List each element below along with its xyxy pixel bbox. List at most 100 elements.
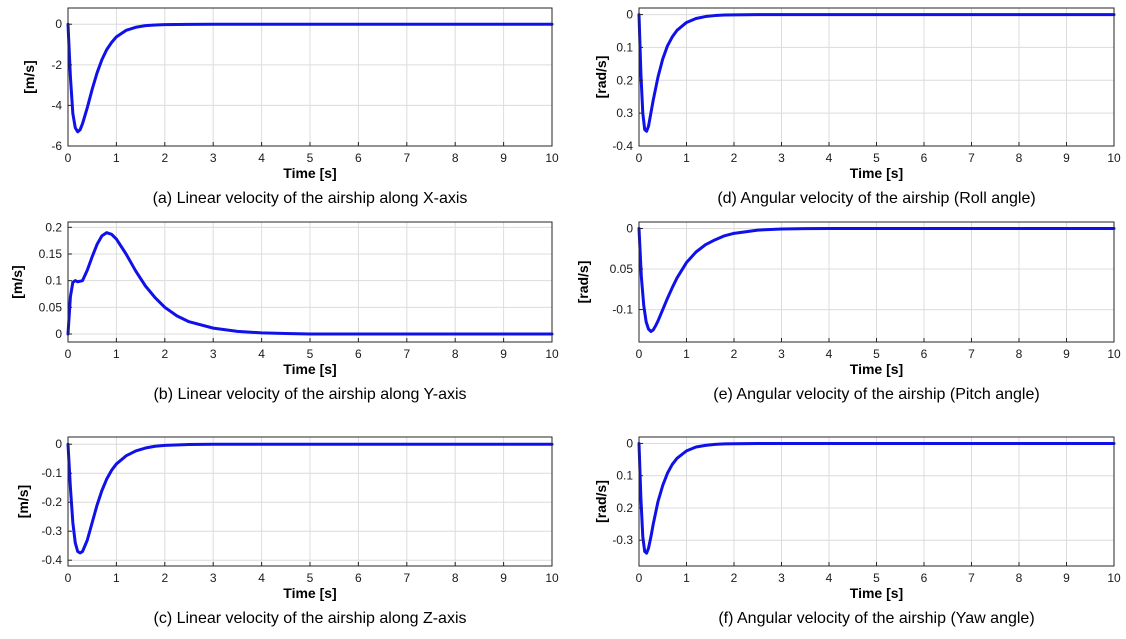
x-tick-label: 0 bbox=[636, 347, 643, 361]
y-tick-label: -4 bbox=[51, 98, 62, 112]
x-axis-title: Time [s] bbox=[850, 165, 903, 181]
x-tick-label: 4 bbox=[258, 571, 265, 585]
x-tick-labels: 0 1 2 3 4 5 6 7 8 9 10 bbox=[65, 142, 559, 165]
x-tick-label: 8 bbox=[452, 347, 459, 361]
x-tick-label: 5 bbox=[873, 151, 880, 165]
x-tick-label: 0 bbox=[65, 571, 72, 585]
x-tick-label: 1 bbox=[113, 151, 120, 165]
x-tick-label: 4 bbox=[826, 151, 833, 165]
panel-caption: (a) Linear velocity of the airship along… bbox=[153, 190, 468, 207]
x-tick-label: 4 bbox=[258, 151, 265, 165]
panel-caption: (f) Angular velocity of the airship (Yaw… bbox=[718, 610, 1034, 627]
x-tick-labels: 0 1 2 3 4 5 6 7 8 9 10 bbox=[636, 338, 1121, 361]
x-tick-label: 2 bbox=[731, 347, 738, 361]
x-axis-title: Time [s] bbox=[850, 585, 903, 601]
y-tick-label: -0.3 bbox=[41, 524, 62, 538]
x-tick-label: 5 bbox=[873, 571, 880, 585]
x-tick-label: 6 bbox=[355, 151, 362, 165]
series-line bbox=[637, 441, 1116, 555]
x-tick-label: 3 bbox=[210, 571, 217, 585]
y-axis-title: [m/s] bbox=[15, 485, 31, 518]
x-tick-label: 5 bbox=[307, 571, 314, 585]
x-tick-label: 7 bbox=[403, 151, 410, 165]
y-tick-label: -0.1 bbox=[41, 466, 62, 480]
y-tick-label: 0.2 bbox=[45, 220, 62, 234]
y-tick-label: 0 bbox=[55, 327, 62, 341]
series-line bbox=[637, 226, 1116, 333]
series-line bbox=[66, 22, 554, 134]
x-tick-label: 2 bbox=[161, 571, 168, 585]
y-tick-label: 0.1 bbox=[45, 274, 62, 288]
y-tick-label: -6 bbox=[51, 139, 62, 153]
x-tick-label: 10 bbox=[1107, 347, 1121, 361]
x-tick-label: 6 bbox=[355, 571, 362, 585]
series-line bbox=[66, 442, 554, 555]
x-tick-label: 7 bbox=[403, 347, 410, 361]
x-tick-label: 6 bbox=[921, 571, 928, 585]
x-axis-title: Time [s] bbox=[283, 585, 336, 601]
x-tick-label: 1 bbox=[113, 347, 120, 361]
x-tick-labels: 0 1 2 3 4 5 6 7 8 9 10 bbox=[65, 562, 559, 585]
x-tick-label: 5 bbox=[873, 347, 880, 361]
panel-a: 0 1 2 3 4 5 6 7 8 9 10 0 -2 -4 -6 Time [s] [m/s] (a) … bbox=[21, 7, 559, 207]
x-tick-label: 7 bbox=[968, 151, 975, 165]
y-tick-labels: 0 -0.1 -0.2 -0.3 -0.4 bbox=[41, 437, 72, 567]
x-tick-label: 0 bbox=[65, 347, 72, 361]
x-tick-label: 10 bbox=[545, 571, 559, 585]
x-tick-label: 9 bbox=[500, 347, 507, 361]
x-tick-label: 10 bbox=[545, 151, 559, 165]
panel-caption: (c) Linear velocity of the airship along… bbox=[153, 610, 466, 627]
y-tick-label: 0 bbox=[626, 436, 633, 450]
y-tick-label: 0.2 bbox=[616, 73, 633, 87]
y-tick-label: -0.4 bbox=[612, 139, 633, 153]
x-tick-label: 8 bbox=[1016, 571, 1023, 585]
x-tick-label: 9 bbox=[500, 151, 507, 165]
y-tick-label: -0.4 bbox=[41, 553, 62, 567]
x-tick-label: 0 bbox=[636, 151, 643, 165]
x-tick-label: 9 bbox=[500, 571, 507, 585]
x-tick-label: 8 bbox=[452, 151, 459, 165]
panel-e: 0 1 2 3 4 5 6 7 8 9 10 00.05-0.1 Time [s] [rad/s] … bbox=[575, 221, 1121, 403]
x-axis-title: Time [s] bbox=[283, 361, 336, 377]
y-tick-label: -0.2 bbox=[41, 495, 62, 509]
y-tick-label: 0.1 bbox=[616, 469, 633, 483]
y-tick-label: 0.05 bbox=[39, 300, 63, 314]
x-tick-label: 2 bbox=[161, 347, 168, 361]
series-line bbox=[637, 13, 1116, 133]
y-tick-label: 0 bbox=[55, 17, 62, 31]
y-axis-title: [m/s] bbox=[9, 265, 25, 298]
panel-d: 0 1 2 3 4 5 6 7 8 9 10 0 0.1 0.2 0.3 -0.4 Time [s] [ra… bbox=[593, 7, 1121, 207]
y-tick-label: 0.3 bbox=[616, 106, 633, 120]
x-tick-label: 8 bbox=[1016, 151, 1023, 165]
x-tick-label: 1 bbox=[683, 151, 690, 165]
y-tick-label: 0.05 bbox=[610, 262, 634, 276]
x-tick-label: 2 bbox=[731, 571, 738, 585]
x-tick-label: 4 bbox=[258, 347, 265, 361]
x-tick-label: 6 bbox=[921, 151, 928, 165]
x-axis-title: Time [s] bbox=[283, 165, 336, 181]
x-tick-labels: 0 1 2 3 4 5 6 7 8 9 10 bbox=[636, 142, 1121, 165]
x-tick-labels: 0 1 2 3 4 5 6 7 8 9 10 bbox=[636, 562, 1121, 585]
x-tick-label: 9 bbox=[1063, 571, 1070, 585]
y-tick-label: -2 bbox=[51, 58, 62, 72]
x-tick-label: 3 bbox=[778, 151, 785, 165]
panel-c: 0 1 2 3 4 5 6 7 8 9 10 0-0.1-0.2-0.3-0.4 Time [s] … bbox=[15, 436, 559, 627]
x-tick-label: 1 bbox=[113, 571, 120, 585]
x-axis-title: Time [s] bbox=[850, 361, 903, 377]
y-tick-labels: 0 -2 -4 -6 bbox=[51, 17, 72, 153]
x-tick-label: 8 bbox=[452, 571, 459, 585]
panel-b: 0 1 2 3 4 5 6 7 8 9 10 0 0.05 0.1 0.15 0.2 Time [s] [m… bbox=[9, 220, 559, 403]
x-tick-label: 1 bbox=[683, 571, 690, 585]
panel-caption: (d) Angular velocity of the airship (Rol… bbox=[717, 190, 1035, 207]
y-tick-label: 0.15 bbox=[39, 247, 63, 261]
y-tick-label: 0.1 bbox=[616, 40, 633, 54]
x-tick-label: 8 bbox=[1016, 347, 1023, 361]
x-tick-label: 4 bbox=[826, 571, 833, 585]
x-tick-label: 5 bbox=[307, 347, 314, 361]
y-tick-label: 0.2 bbox=[616, 501, 633, 515]
y-tick-label: 0 bbox=[626, 8, 633, 22]
x-tick-label: 3 bbox=[778, 347, 785, 361]
x-tick-labels: 0 1 2 3 4 5 6 7 8 9 10 bbox=[65, 338, 559, 361]
series-line bbox=[66, 231, 554, 336]
